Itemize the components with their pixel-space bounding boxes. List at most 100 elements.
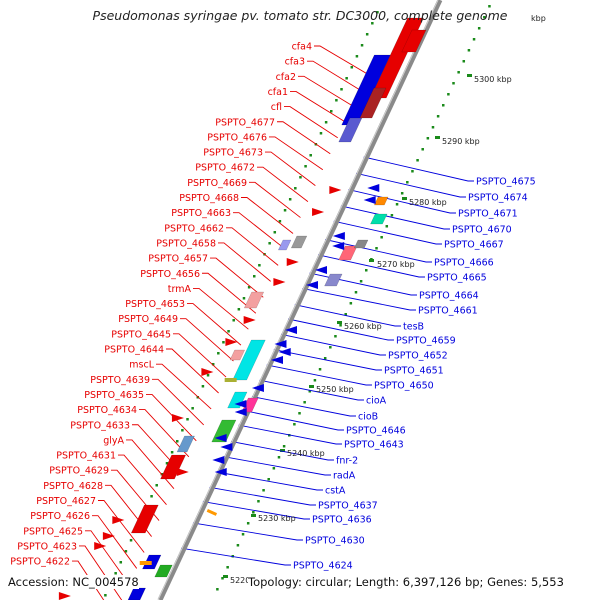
forward-gene-label: PSPTO_4658	[156, 238, 216, 249]
label-connector	[302, 287, 416, 311]
tick-mark	[359, 280, 363, 283]
reverse-gene-label: tesB	[403, 322, 424, 333]
reverse-arrow	[234, 400, 247, 408]
tick-mark	[324, 121, 328, 124]
forward-gene-label: trmA	[168, 284, 192, 295]
major-tick	[309, 385, 314, 388]
label-connector	[166, 348, 219, 394]
major-tick	[435, 136, 440, 139]
reverse-gene-label: radA	[333, 471, 356, 482]
cds-feature	[227, 391, 248, 409]
label-connector	[98, 500, 145, 553]
tick-mark	[221, 577, 224, 580]
forward-gene-label: glyA	[103, 435, 124, 446]
tick-mark	[395, 203, 399, 206]
tick-mark	[170, 451, 174, 454]
label-connector	[181, 547, 291, 566]
tick-mark	[206, 374, 210, 377]
major-tick	[337, 321, 342, 324]
forward-gene-label: PSPTO_4656	[140, 269, 200, 280]
forward-arrow	[58, 592, 71, 600]
forward-gene-label: PSPTO_4657	[148, 254, 208, 265]
forward-gene-label: PSPTO_4622	[10, 557, 70, 568]
label-connector	[72, 560, 105, 600]
tick-mark	[277, 456, 281, 459]
cds-feature	[176, 435, 195, 453]
cds-feature	[139, 561, 152, 565]
cds-feature	[324, 273, 343, 287]
forward-arrow	[286, 258, 299, 266]
forward-gene-label: PSPTO_4633	[70, 420, 130, 431]
major-tick	[280, 449, 285, 452]
label-connector	[277, 121, 331, 155]
reverse-gene-label: cioA	[366, 396, 387, 407]
cds-feature	[338, 245, 358, 261]
major-tick	[369, 259, 374, 262]
reverse-gene-label: PSPTO_4651	[384, 366, 444, 377]
reverse-arrow	[363, 196, 376, 204]
kbp-label: 5270 kbp	[377, 260, 415, 269]
tick-mark	[222, 341, 225, 344]
reverse-gene-label: PSPTO_4661	[418, 306, 478, 317]
forward-gene-label: PSPTO_4623	[17, 541, 77, 552]
tick-mark	[186, 418, 189, 421]
label-connector	[290, 90, 346, 123]
kbp-label: 5230 kbp	[258, 514, 296, 523]
forward-arrow	[171, 414, 184, 422]
reverse-gene-labels: PSPTO_4675 PSPTO_4674 PSPTO_4671 PSPTO_4670…	[293, 177, 536, 572]
label-connector	[307, 60, 361, 91]
forward-gene-label: cfa3	[285, 57, 305, 68]
tick-mark	[345, 77, 348, 80]
label-connector	[294, 304, 401, 327]
tick-mark	[365, 33, 369, 36]
tick-mark	[282, 445, 286, 448]
tick-mark	[467, 49, 471, 52]
reverse-arrow	[367, 184, 380, 192]
tick-mark	[400, 192, 404, 195]
forward-arrow	[112, 516, 125, 524]
reverse-arrow	[306, 281, 318, 289]
tick-mark	[365, 269, 368, 272]
forward-gene-label: PSPTO_4676	[207, 132, 267, 143]
tick-mark	[201, 385, 205, 388]
tick-mark	[247, 286, 251, 289]
tick-mark	[278, 220, 282, 223]
label-connector	[333, 220, 442, 245]
kbp-label: 5300 kbp	[474, 75, 512, 84]
label-connectors	[72, 45, 474, 600]
label-connector	[210, 257, 264, 298]
cds-feature	[290, 235, 308, 249]
tick-mark	[313, 379, 317, 382]
forward-gene	[130, 504, 159, 534]
kbp-label: 5260 kbp	[344, 322, 382, 331]
tick-mark	[226, 566, 229, 569]
tick-mark	[344, 313, 347, 316]
tick-mark	[411, 170, 414, 173]
tick-mark	[319, 132, 323, 135]
tick-mark	[237, 308, 241, 311]
tick-mark	[268, 242, 271, 245]
tick-mark	[124, 550, 128, 553]
forward-gene-label: cfa4	[292, 42, 312, 53]
tick-mark	[376, 11, 379, 14]
reverse-gene-label: cstA	[325, 486, 346, 497]
reverse-gene-label: cioB	[358, 412, 378, 423]
tick-mark	[483, 16, 486, 19]
tick-mark	[299, 176, 302, 179]
genome-backbone-highlight	[157, 0, 439, 600]
forward-gene-label: PSPTO_4673	[203, 148, 263, 159]
major-tick	[467, 74, 472, 77]
tick-mark	[181, 429, 184, 432]
major-tick	[402, 197, 407, 200]
genome-backbone	[157, 0, 443, 600]
tick-mark	[329, 346, 332, 349]
forward-gene-label: PSPTO_4663	[171, 208, 231, 219]
tick-mark	[318, 368, 322, 371]
label-connector	[180, 318, 234, 362]
tick-mark	[360, 44, 364, 47]
forward-arrow	[102, 532, 115, 540]
reverse-gene-label: PSPTO_4675	[476, 177, 536, 188]
label-connector	[193, 287, 249, 330]
tick-mark	[216, 588, 219, 591]
reverse-gene-label: PSPTO_4659	[396, 336, 456, 347]
